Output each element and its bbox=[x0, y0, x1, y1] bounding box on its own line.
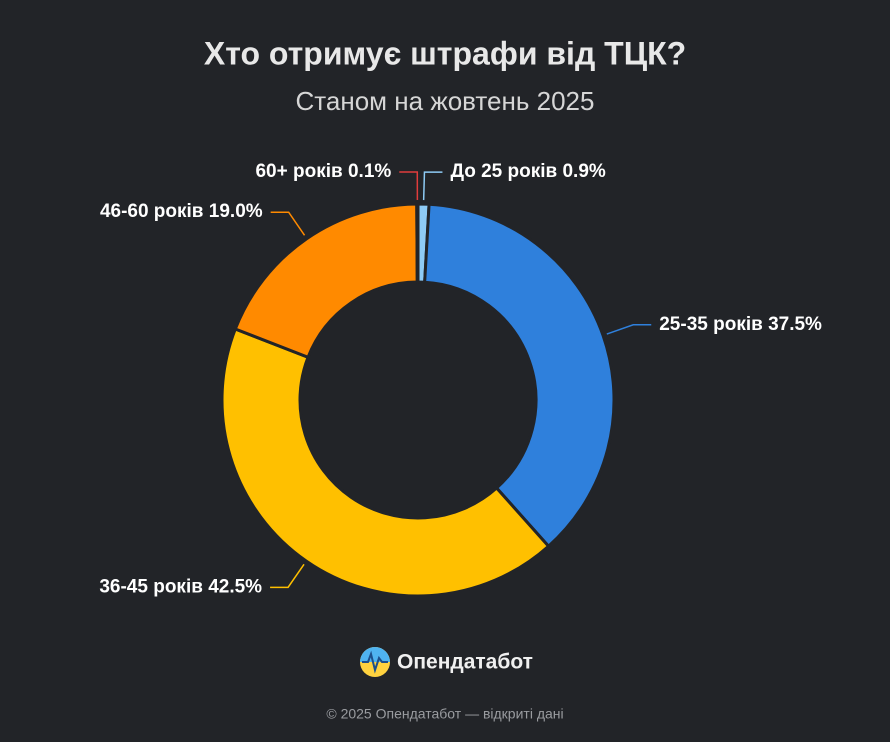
logo-pulse bbox=[362, 650, 388, 674]
data-label: До 25 років 0.9% bbox=[450, 161, 605, 182]
logo bbox=[360, 647, 390, 677]
logo-icon-top bbox=[360, 647, 390, 662]
leader-line bbox=[270, 563, 305, 589]
leader-line bbox=[270, 211, 306, 236]
category-label: 25-35 років bbox=[659, 314, 763, 335]
leader-line bbox=[422, 171, 443, 201]
category-label: 36-45 років bbox=[99, 576, 203, 597]
brand: Опендатабот bbox=[397, 651, 533, 674]
data-label: 36-45 років 42.5% bbox=[99, 576, 262, 597]
data-label: 25-35 років 37.5% bbox=[659, 314, 822, 335]
donut-segment bbox=[220, 327, 551, 598]
category-label: До 25 років bbox=[450, 161, 557, 182]
footer: © 2025 Опендатабот — відкриті дані bbox=[326, 706, 563, 722]
data-label: 60+ років 0.1% bbox=[255, 161, 391, 182]
donut-segment bbox=[423, 202, 616, 548]
leader-line bbox=[606, 324, 652, 335]
value-label: 42.5% bbox=[208, 576, 262, 597]
donut-segment bbox=[233, 202, 419, 359]
value-label: 0.9% bbox=[562, 161, 605, 182]
chart-title: Хто отримує штрафи від ТЦК? bbox=[204, 35, 686, 71]
value-label: 19.0% bbox=[209, 201, 263, 222]
value-label: 37.5% bbox=[768, 314, 822, 335]
category-label: 46-60 років bbox=[100, 201, 204, 222]
donut-segment bbox=[415, 202, 420, 284]
chart-subtitle: Станом на жовтень 2025 bbox=[296, 86, 595, 116]
leader-line bbox=[399, 171, 419, 201]
value-label: 0.1% bbox=[348, 161, 391, 182]
data-label: 46-60 років 19.0% bbox=[100, 201, 263, 222]
category-label: 60+ років bbox=[255, 161, 342, 182]
